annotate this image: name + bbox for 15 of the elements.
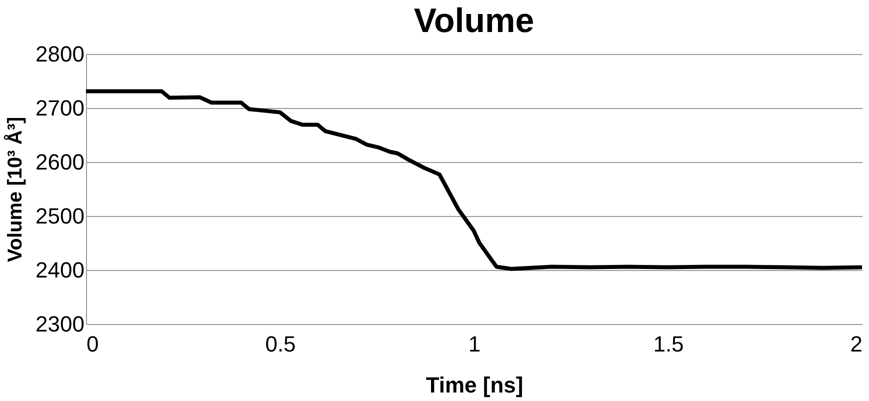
- y-tick-label: 2300: [36, 312, 84, 336]
- x-axis-title: Time [ns]: [426, 372, 524, 398]
- x-tick-label: 1.5: [653, 332, 684, 356]
- x-tick-label: 1: [468, 332, 481, 356]
- x-tick-label: 0: [86, 332, 99, 356]
- y-tick-label: 2400: [36, 258, 84, 282]
- y-tick-label: 2700: [36, 96, 84, 120]
- x-tick-label: 2: [850, 332, 862, 356]
- chart-title: Volume: [414, 2, 534, 40]
- y-tick-label: 2500: [36, 204, 84, 228]
- x-tick-label: 0.5: [265, 332, 296, 356]
- y-tick-label: 2600: [36, 150, 84, 174]
- y-axis-title: Volume [10³ Å³]: [4, 116, 27, 262]
- y-tick-label: 2800: [36, 42, 84, 66]
- line-series: [84, 89, 864, 271]
